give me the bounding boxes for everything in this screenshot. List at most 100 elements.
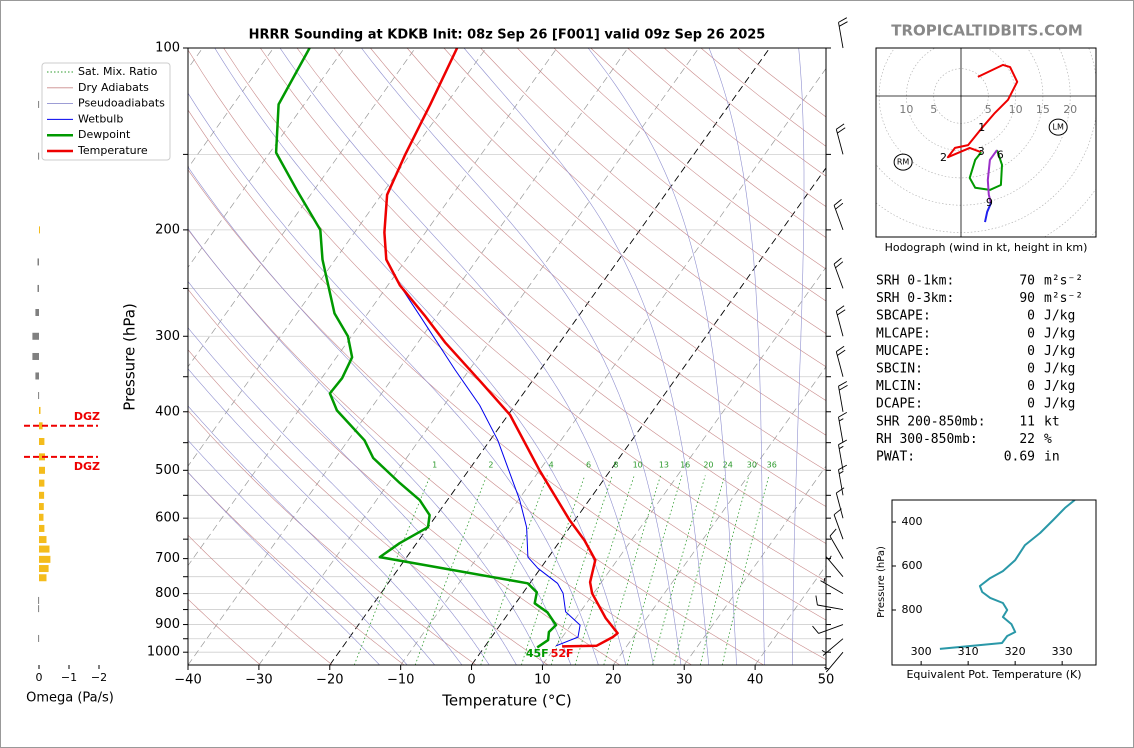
omega-bar — [39, 422, 43, 430]
omega-bar — [38, 152, 40, 160]
mixing-ratio-label: 4 — [549, 461, 554, 470]
hodo-ring-label: 20 — [1063, 103, 1077, 116]
omega-bar — [39, 503, 44, 511]
index-unit: m²s⁻² — [1044, 274, 1083, 289]
wind-barb — [838, 412, 848, 443]
dry-adiabat — [188, 598, 261, 665]
index-value: 22 — [1019, 432, 1035, 447]
thetae-y-tick-label: 600 — [902, 559, 923, 572]
mixing-ratio-line — [699, 475, 750, 665]
index-unit: J/kg — [1044, 344, 1075, 359]
profile-line — [399, 285, 581, 647]
wind-barb — [835, 487, 845, 519]
legend-label: Dry Adiabats — [78, 81, 149, 94]
dry-adiabat — [443, 48, 826, 368]
hodo-ring-label: 10 — [1009, 103, 1023, 116]
hodo-height-label: 1 — [978, 121, 985, 134]
mixing-ratio-line — [480, 475, 548, 665]
moist-adiabat — [587, 48, 737, 665]
mixing-ratio-line — [626, 475, 683, 665]
index-label: DCAPE: — [876, 397, 923, 412]
index-value: 0 — [1027, 362, 1035, 377]
dry-adiabat — [333, 48, 826, 471]
thetae-y-tick-label: 400 — [902, 515, 923, 528]
hodo-ring-label: 15 — [1036, 103, 1050, 116]
plot-frame — [187, 47, 827, 666]
x-tick-label: −20 — [316, 673, 343, 688]
y-tick-label: 300 — [155, 329, 180, 344]
thetae-frame — [891, 499, 1097, 666]
hodograph: 10 5 5 10 15 20 1 2 3 6 9 RM LM — [876, 48, 1096, 237]
legend-box — [41, 62, 171, 161]
moist-adiabat — [188, 228, 545, 665]
profiles — [274, 48, 619, 649]
x-tick-label: −30 — [245, 673, 272, 688]
mixing-ratio-label: 1 — [432, 461, 437, 470]
hodo-height-label: 6 — [997, 149, 1004, 162]
wind-barb — [838, 381, 848, 412]
mixing-ratio-label: 2 — [488, 461, 493, 470]
index-value: 0 — [1027, 309, 1035, 324]
omega-bar — [39, 545, 50, 553]
hodo-trace — [946, 63, 1019, 159]
omega-axis-label: Omega (Pa/s) — [26, 691, 114, 706]
thetae-x-tick-label: 310 — [958, 645, 979, 658]
index-label: MLCIN: — [876, 379, 923, 394]
index-value: 0 — [1027, 344, 1035, 359]
wind-barb — [815, 595, 844, 611]
mixing-ratio-label: 30 — [747, 461, 757, 470]
surface-label: 45F — [526, 647, 549, 660]
index-unit: kt — [1044, 414, 1060, 429]
index-value: 11 — [1019, 414, 1035, 429]
index-value: 0 — [1027, 379, 1035, 394]
mixing-ratio-label: 24 — [723, 461, 733, 470]
profile-line — [274, 48, 558, 649]
dry-adiabat — [517, 48, 826, 302]
index-value: 0 — [1027, 397, 1035, 412]
wind-barb — [821, 638, 844, 656]
hodo-frame — [875, 47, 1097, 238]
index-unit: J/kg — [1044, 379, 1075, 394]
dry-adiabat — [188, 410, 477, 665]
index-label: SBCIN: — [876, 362, 923, 377]
dry-adiabat — [188, 109, 826, 661]
dry-adiabat — [188, 49, 826, 621]
index-unit: J/kg — [1044, 309, 1075, 324]
moist-adiabat — [188, 368, 463, 665]
isotherm — [542, 266, 826, 665]
omega-bar — [38, 605, 40, 613]
wind-barb — [829, 528, 844, 559]
mixing-ratio-line — [521, 475, 586, 665]
omega-bar — [39, 574, 47, 582]
omega-bar — [39, 466, 45, 474]
hodo-height-label: 3 — [978, 145, 985, 158]
profile-line — [383, 48, 619, 648]
index-value: 90 — [1019, 291, 1035, 306]
wind-barb — [820, 577, 844, 594]
moist-adiabat — [188, 92, 599, 665]
mixing-ratio-label: 10 — [633, 461, 643, 470]
isotherm — [188, 48, 345, 268]
omega-bar — [39, 406, 41, 414]
omega-bar — [38, 634, 40, 642]
mixing-ratio-line — [574, 475, 635, 665]
mixing-ratio-label: 6 — [586, 461, 591, 470]
dry-adiabat — [188, 349, 549, 665]
dry-adiabat — [223, 48, 826, 582]
surface-label: 52F — [551, 647, 574, 660]
legend-label: Sat. Mix. Ratio — [78, 65, 158, 78]
omega-bar — [32, 332, 39, 340]
thetae-x-tick-label: 320 — [1005, 645, 1026, 658]
hodo-ring-label: 5 — [930, 103, 937, 116]
x-tick-label: −40 — [174, 673, 201, 688]
moist-adiabat — [188, 280, 517, 665]
index-label: SRH 0-3km: — [876, 291, 954, 306]
thetae-line — [939, 500, 1076, 650]
y-tick-label: 1000 — [147, 645, 180, 660]
x-axis-label: Temperature (°C) — [441, 692, 571, 710]
wind-barb — [833, 199, 844, 231]
x-tick-label: 30 — [676, 673, 693, 688]
wind-barb — [835, 305, 846, 337]
y-tick-label: 600 — [155, 511, 180, 526]
